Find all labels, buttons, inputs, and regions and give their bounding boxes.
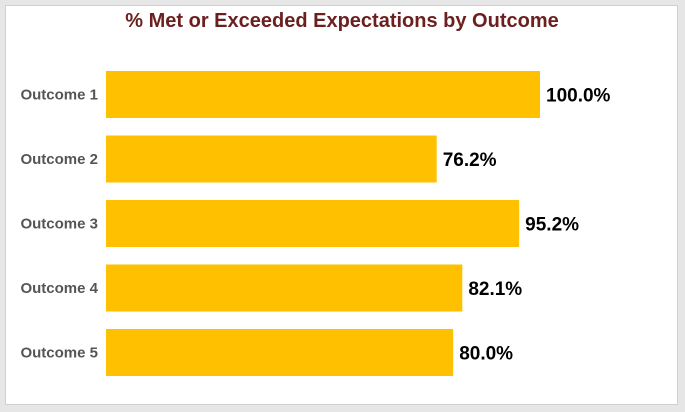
bar bbox=[106, 264, 463, 312]
category-label: Outcome 2 bbox=[20, 151, 98, 168]
data-label: 80.0% bbox=[459, 344, 513, 365]
bar bbox=[106, 200, 520, 247]
category-label: Outcome 4 bbox=[20, 280, 98, 297]
bars-group: Outcome 1 100.0% Outcome 2 76.2% Outcome 3 95… bbox=[20, 71, 611, 376]
data-label: 76.2% bbox=[443, 150, 497, 171]
bar bbox=[106, 329, 454, 376]
data-label: 100.0% bbox=[546, 86, 611, 107]
category-label: Outcome 3 bbox=[20, 216, 98, 233]
bar bbox=[106, 71, 540, 118]
category-label: Outcome 1 bbox=[20, 87, 98, 104]
bar bbox=[106, 135, 437, 183]
data-label: 82.1% bbox=[468, 279, 522, 300]
chart-title: % Met or Exceeded Expectations by Outcom… bbox=[125, 10, 558, 32]
data-label: 95.2% bbox=[525, 215, 579, 236]
category-label: Outcome 5 bbox=[20, 345, 98, 362]
